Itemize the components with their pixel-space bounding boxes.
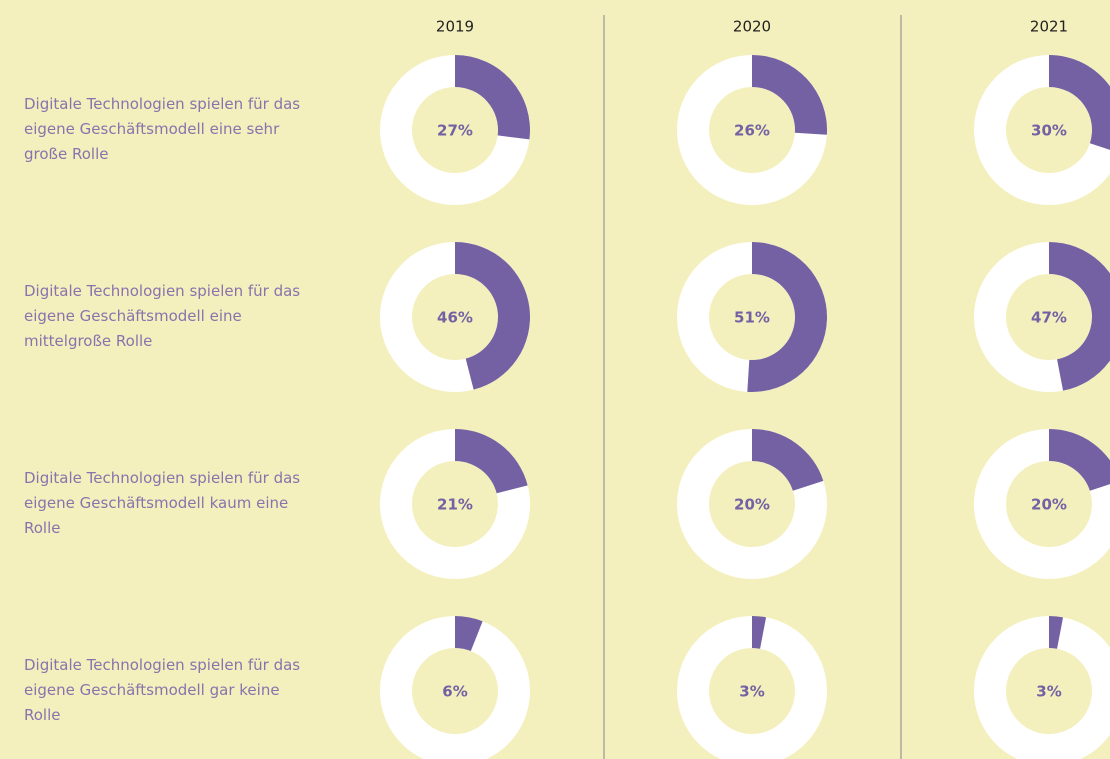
value-label: 3% — [1036, 683, 1061, 701]
donut-segment — [752, 55, 827, 135]
row-label: Digitale Technologien spielen für das ei… — [24, 95, 301, 163]
donut-segment — [1049, 616, 1064, 649]
value-label: 51% — [734, 309, 770, 327]
year-label: 2020 — [733, 18, 771, 36]
year-label: 2019 — [436, 18, 474, 36]
row-label: Digitale Technologien spielen für das ei… — [24, 282, 301, 350]
donut-segment — [455, 429, 528, 494]
value-label: 46% — [437, 309, 473, 327]
row-label: Digitale Technologien spielen für das ei… — [24, 469, 301, 537]
donut-segment — [1049, 55, 1110, 150]
value-label: 3% — [739, 683, 764, 701]
donut-segment — [455, 242, 530, 390]
value-label: 6% — [442, 683, 467, 701]
value-label: 21% — [437, 496, 473, 514]
donut-segment — [1049, 242, 1110, 391]
value-label: 26% — [734, 122, 770, 140]
value-label: 47% — [1031, 309, 1067, 327]
value-label: 27% — [437, 122, 473, 140]
row-label: Digitale Technologien spielen für das ei… — [24, 656, 301, 724]
donut-segment — [752, 429, 824, 491]
donut-segment — [455, 55, 531, 140]
donut-segment — [747, 242, 828, 392]
donut-segment — [1049, 429, 1110, 491]
value-label: 30% — [1031, 122, 1067, 140]
value-label: 20% — [1031, 496, 1067, 514]
year-label: 2021 — [1030, 18, 1068, 36]
value-label: 20% — [734, 496, 770, 514]
donut-segment — [455, 616, 483, 652]
donut-segment — [752, 616, 767, 649]
